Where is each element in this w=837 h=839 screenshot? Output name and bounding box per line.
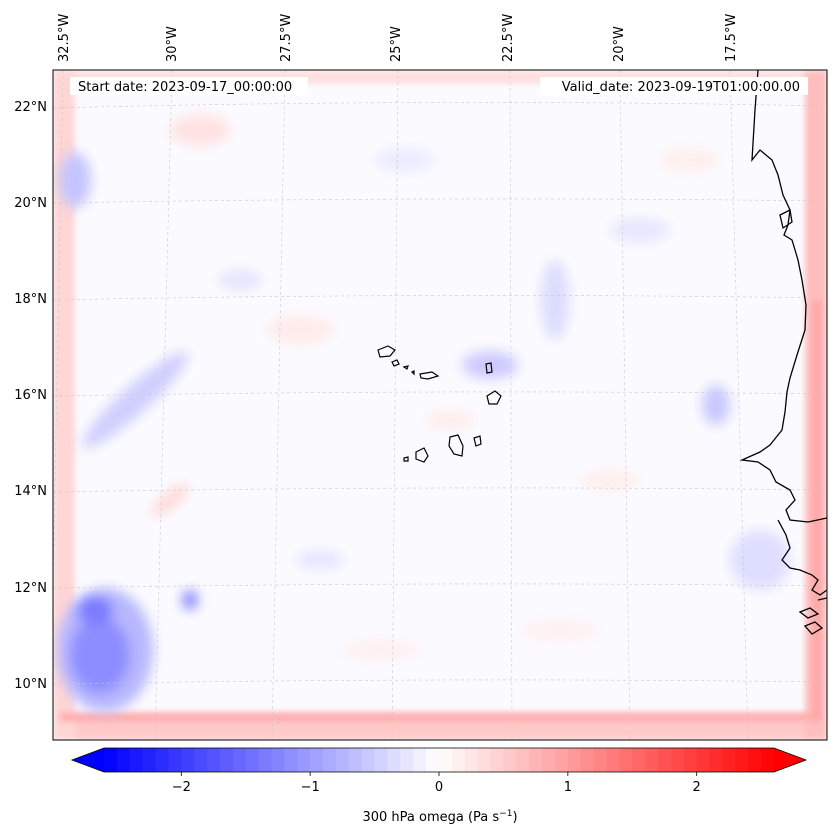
lat-tick-label: 10°N xyxy=(14,677,47,692)
colorbar-level xyxy=(232,748,247,772)
colorbar-level xyxy=(619,748,633,772)
colorbar-level xyxy=(194,748,208,772)
colorbar-level xyxy=(258,748,273,772)
colorbar-level xyxy=(413,748,427,772)
colorbar-level xyxy=(361,748,376,772)
colorbar-label-main: 300 hPa omega (Pa s xyxy=(362,810,499,825)
colorbar-level xyxy=(142,748,157,772)
colorbar-level xyxy=(310,748,324,772)
start-date-label: Start date: 2023-09-17_00:00:00 xyxy=(78,80,292,95)
colorbar-level xyxy=(580,748,595,772)
lat-tick-label: 14°N xyxy=(14,484,47,499)
colorbar-level xyxy=(554,748,569,772)
gridlines xyxy=(53,70,827,740)
colorbar-level xyxy=(104,748,118,772)
lon-tick-labels: 32.5°W 30°W 27.5°W 25°W 22.5°W 20°W 17.5… xyxy=(57,14,739,62)
colorbar-level xyxy=(129,748,144,772)
lon-tick-label: 25°W xyxy=(389,26,404,62)
coastline xyxy=(739,70,827,635)
map-area: Start date: 2023-09-17_00:00:00 Valid_da… xyxy=(53,70,827,740)
colorbar-level xyxy=(219,748,234,772)
valid-date-label: Valid_date: 2023-09-19T01:00:00.00 xyxy=(562,80,800,95)
colorbar-level xyxy=(696,748,711,772)
colorbar-level xyxy=(529,748,543,772)
field-features xyxy=(57,114,790,712)
start-date-box xyxy=(70,77,308,95)
lat-tick-label: 16°N xyxy=(14,388,47,403)
colorbar-level xyxy=(761,748,775,772)
colorbar-level xyxy=(632,748,646,772)
cape-verde-islands xyxy=(377,345,502,463)
lon-tick-label: 22.5°W xyxy=(501,14,516,62)
valid-date-box xyxy=(540,77,808,95)
colorbar-level xyxy=(323,748,337,772)
colorbar-level xyxy=(722,748,736,772)
colorbar-extend-max xyxy=(774,748,806,772)
lat-tick-label: 20°N xyxy=(14,196,47,211)
colorbar-level xyxy=(606,748,620,772)
colorbar-level xyxy=(426,748,440,772)
colorbar-level xyxy=(748,748,762,772)
lon-tick-label: 30°W xyxy=(165,26,180,62)
colorbar-segments xyxy=(104,748,775,772)
colorbar-level xyxy=(683,748,698,772)
colorbar-level xyxy=(593,748,608,772)
colorbar-level xyxy=(374,748,389,772)
colorbar-level xyxy=(709,748,724,772)
lon-tick-label: 20°W xyxy=(612,26,627,62)
lat-tick-label: 18°N xyxy=(14,292,47,307)
colorbar-tick-label: 1 xyxy=(564,780,572,795)
colorbar-level xyxy=(464,748,479,772)
colorbar-label-unit-exponent: −1 xyxy=(499,809,512,819)
colorbar-tick-label: 2 xyxy=(693,780,701,795)
colorbar-level xyxy=(477,748,492,772)
colorbar-level xyxy=(451,748,466,772)
colorbar-label: 300 hPa omega (Pa s−1) xyxy=(362,809,517,825)
colorbar-level xyxy=(245,748,260,772)
colorbar-level xyxy=(168,748,182,772)
lon-tick-label: 17.5°W xyxy=(724,14,739,62)
boundary-positive-band xyxy=(53,70,827,740)
colorbar-level xyxy=(348,748,363,772)
colorbar-level xyxy=(439,748,453,772)
colorbar-level xyxy=(207,748,221,772)
lat-tick-label: 22°N xyxy=(14,100,47,115)
field-background xyxy=(53,70,827,740)
colorbar-level xyxy=(400,748,414,772)
colorbar-outline xyxy=(70,747,808,773)
lat-tick-label: 12°N xyxy=(14,581,47,596)
colorbar-level xyxy=(670,748,685,772)
colorbar-label-close: ) xyxy=(512,810,517,825)
colorbar-level xyxy=(387,748,401,772)
colorbar-extend-min xyxy=(72,748,104,772)
colorbar-level xyxy=(490,748,505,772)
colorbar-level xyxy=(735,748,749,772)
colorbar-level xyxy=(297,748,311,772)
colorbar-level xyxy=(271,748,285,772)
map-frame xyxy=(52,69,828,741)
colorbar-level xyxy=(503,748,517,772)
colorbar-ticks: −2 −1 0 1 2 xyxy=(172,772,701,795)
colorbar-level xyxy=(155,748,170,772)
colorbar-level xyxy=(181,748,195,772)
colorbar-level xyxy=(567,748,582,772)
colorbar-level xyxy=(542,748,556,772)
colorbar-tick-label: 0 xyxy=(435,780,443,795)
colorbar-level xyxy=(116,748,131,772)
colorbar-level xyxy=(645,748,659,772)
lon-tick-label: 27.5°W xyxy=(279,14,294,62)
colorbar-level xyxy=(658,748,672,772)
colorbar-level xyxy=(284,748,298,772)
colorbar-tick-label: −2 xyxy=(172,780,191,795)
lon-tick-label: 32.5°W xyxy=(57,14,72,62)
colorbar-tick-label: −1 xyxy=(301,780,320,795)
colorbar-level xyxy=(335,748,350,772)
colorbar: −2 −1 0 1 2 300 hPa omega (Pa s−1) xyxy=(70,747,808,825)
colorbar-level xyxy=(516,748,530,772)
lat-tick-labels: 22°N 20°N 18°N 16°N 14°N 12°N 10°N xyxy=(14,100,47,692)
